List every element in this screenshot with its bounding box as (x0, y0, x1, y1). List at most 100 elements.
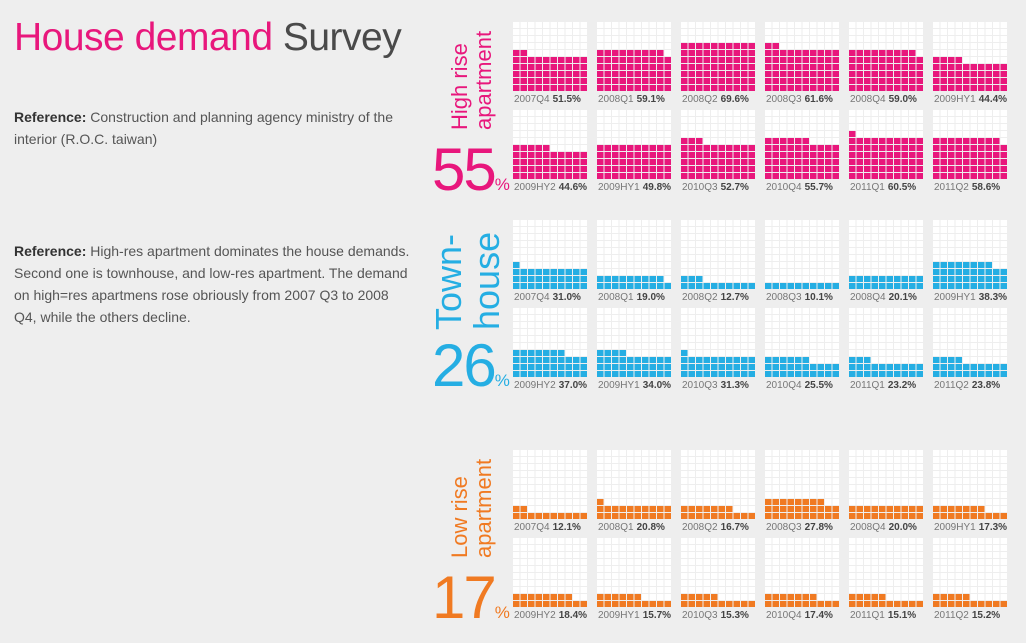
waffle-grid-low-12 (933, 538, 1007, 607)
waffle-cell-empty (772, 22, 779, 28)
waffle-cell-empty (894, 573, 901, 579)
waffle-cell-filled (886, 138, 893, 144)
waffle-cell-empty (978, 322, 985, 328)
waffle-cell-empty (825, 336, 832, 342)
waffle-cell-filled (649, 50, 656, 56)
waffle-cell-filled (871, 594, 878, 600)
waffle-cell-filled (894, 138, 901, 144)
waffle-cell-empty (894, 485, 901, 491)
waffle-cell-empty (825, 29, 832, 35)
waffle-cell-empty (718, 138, 725, 144)
waffle-cell-empty (513, 322, 520, 328)
waffle-cell-filled (681, 350, 688, 356)
waffle-cell-filled (955, 513, 962, 519)
waffle-cell-empty (765, 552, 772, 558)
waffle-cell-empty (642, 269, 649, 275)
waffle-cell-empty (940, 117, 947, 123)
waffle-cell-empty (795, 276, 802, 282)
waffle-cell-filled (597, 85, 604, 91)
waffle-cell-empty (565, 478, 572, 484)
waffle-cell-filled (696, 57, 703, 63)
waffle-cell-empty (879, 29, 886, 35)
waffle-cell-empty (543, 117, 550, 123)
waffle-cell-filled (642, 513, 649, 519)
waffle-cell-filled (688, 138, 695, 144)
waffle-cell-empty (765, 450, 772, 456)
panel-caption: 2011Q1 60.5% (850, 182, 926, 194)
waffle-cell-filled (916, 78, 923, 84)
waffle-cell-filled (810, 64, 817, 70)
waffle-cell-empty (901, 36, 908, 42)
waffle-cell-filled (1000, 371, 1007, 377)
waffle-cell-filled (832, 64, 839, 70)
reference-2-label: Reference: (14, 243, 87, 259)
waffle-cell-empty (657, 43, 664, 49)
waffle-cell-empty (703, 131, 710, 137)
waffle-cell-empty (978, 573, 985, 579)
waffle-cell-empty (681, 124, 688, 130)
waffle-cell-empty (901, 241, 908, 247)
waffle-cell-empty (787, 566, 794, 572)
waffle-cell-empty (864, 308, 871, 314)
waffle-cell-empty (825, 36, 832, 42)
waffle-cell-empty (849, 36, 856, 42)
waffle-cell-empty (871, 573, 878, 579)
waffle-cell-empty (849, 234, 856, 240)
waffle-cell-filled (696, 71, 703, 77)
waffle-cell-filled (765, 601, 772, 607)
waffle-grid-town-4 (765, 220, 839, 289)
waffle-cell-filled (825, 513, 832, 519)
waffle-cell-empty (765, 457, 772, 463)
waffle-cell-filled (909, 159, 916, 165)
waffle-cell-filled (948, 173, 955, 179)
waffle-cell-empty (748, 573, 755, 579)
waffle-cell-empty (933, 478, 940, 484)
waffle-cell-empty (543, 36, 550, 42)
waffle-cell-empty (787, 464, 794, 470)
waffle-cell-empty (795, 36, 802, 42)
panel-caption: 2010Q3 31.3% (682, 380, 758, 392)
waffle-cell-empty (580, 241, 587, 247)
waffle-cell-empty (940, 580, 947, 586)
waffle-cell-empty (787, 478, 794, 484)
waffle-cell-filled (963, 85, 970, 91)
waffle-cell-empty (726, 315, 733, 321)
waffle-cell-empty (985, 308, 992, 314)
waffle-cell-filled (741, 364, 748, 370)
waffle-cell-empty (657, 499, 664, 505)
waffle-cell-empty (664, 538, 671, 544)
waffle-cell-empty (681, 457, 688, 463)
waffle-cell-empty (558, 36, 565, 42)
waffle-cell-empty (955, 499, 962, 505)
waffle-cell-empty (726, 308, 733, 314)
waffle-cell-empty (955, 343, 962, 349)
waffle-cell-filled (634, 371, 641, 377)
waffle-cell-empty (535, 220, 542, 226)
waffle-cell-empty (642, 552, 649, 558)
waffle-cell-empty (849, 478, 856, 484)
waffle-cell-empty (940, 343, 947, 349)
waffle-cell-empty (825, 552, 832, 558)
waffle-cell-empty (642, 255, 649, 261)
waffle-cell-filled (849, 85, 856, 91)
waffle-cell-empty (787, 580, 794, 586)
waffle-cell-filled (718, 50, 725, 56)
waffle-cell-empty (543, 343, 550, 349)
waffle-cell-empty (703, 350, 710, 356)
waffle-cell-empty (604, 22, 611, 28)
waffle-cell-filled (970, 276, 977, 282)
waffle-cell-filled (604, 166, 611, 172)
waffle-cell-empty (649, 566, 656, 572)
waffle-cell-filled (871, 85, 878, 91)
waffle-cell-empty (970, 464, 977, 470)
waffle-cell-empty (535, 485, 542, 491)
waffle-cell-filled (634, 64, 641, 70)
waffle-cell-empty (985, 545, 992, 551)
waffle-cell-filled (772, 57, 779, 63)
panel-caption: 2008Q2 69.6% (682, 94, 758, 106)
waffle-cell-empty (634, 492, 641, 498)
waffle-cell-empty (901, 538, 908, 544)
waffle-cell-empty (543, 552, 550, 558)
waffle-grid-high-6 (933, 22, 1007, 91)
waffle-cell-empty (856, 29, 863, 35)
